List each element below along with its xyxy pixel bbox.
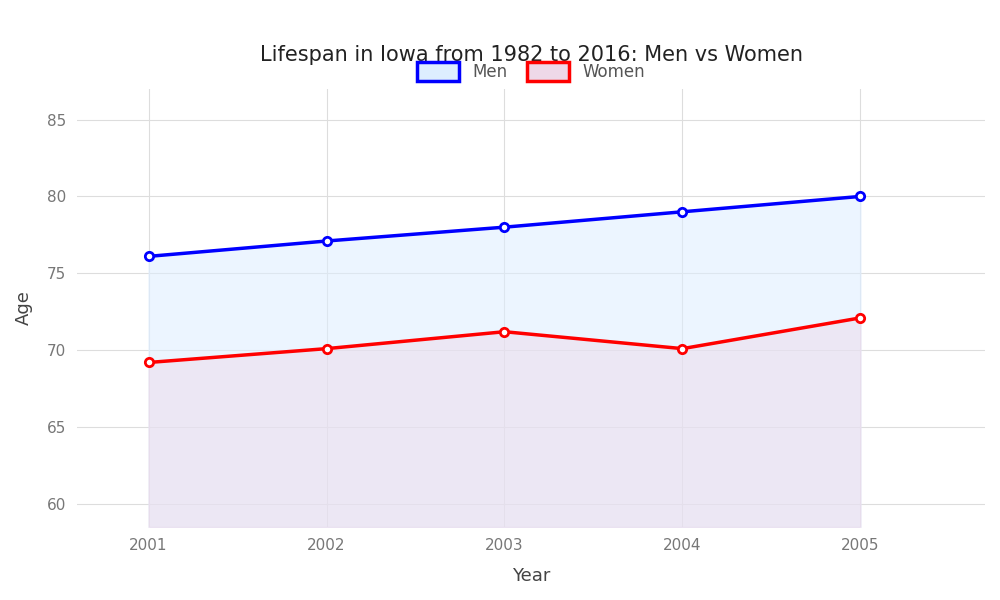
- Y-axis label: Age: Age: [15, 290, 33, 325]
- X-axis label: Year: Year: [512, 567, 550, 585]
- Title: Lifespan in Iowa from 1982 to 2016: Men vs Women: Lifespan in Iowa from 1982 to 2016: Men …: [260, 45, 803, 65]
- Legend: Men, Women: Men, Women: [409, 53, 653, 89]
